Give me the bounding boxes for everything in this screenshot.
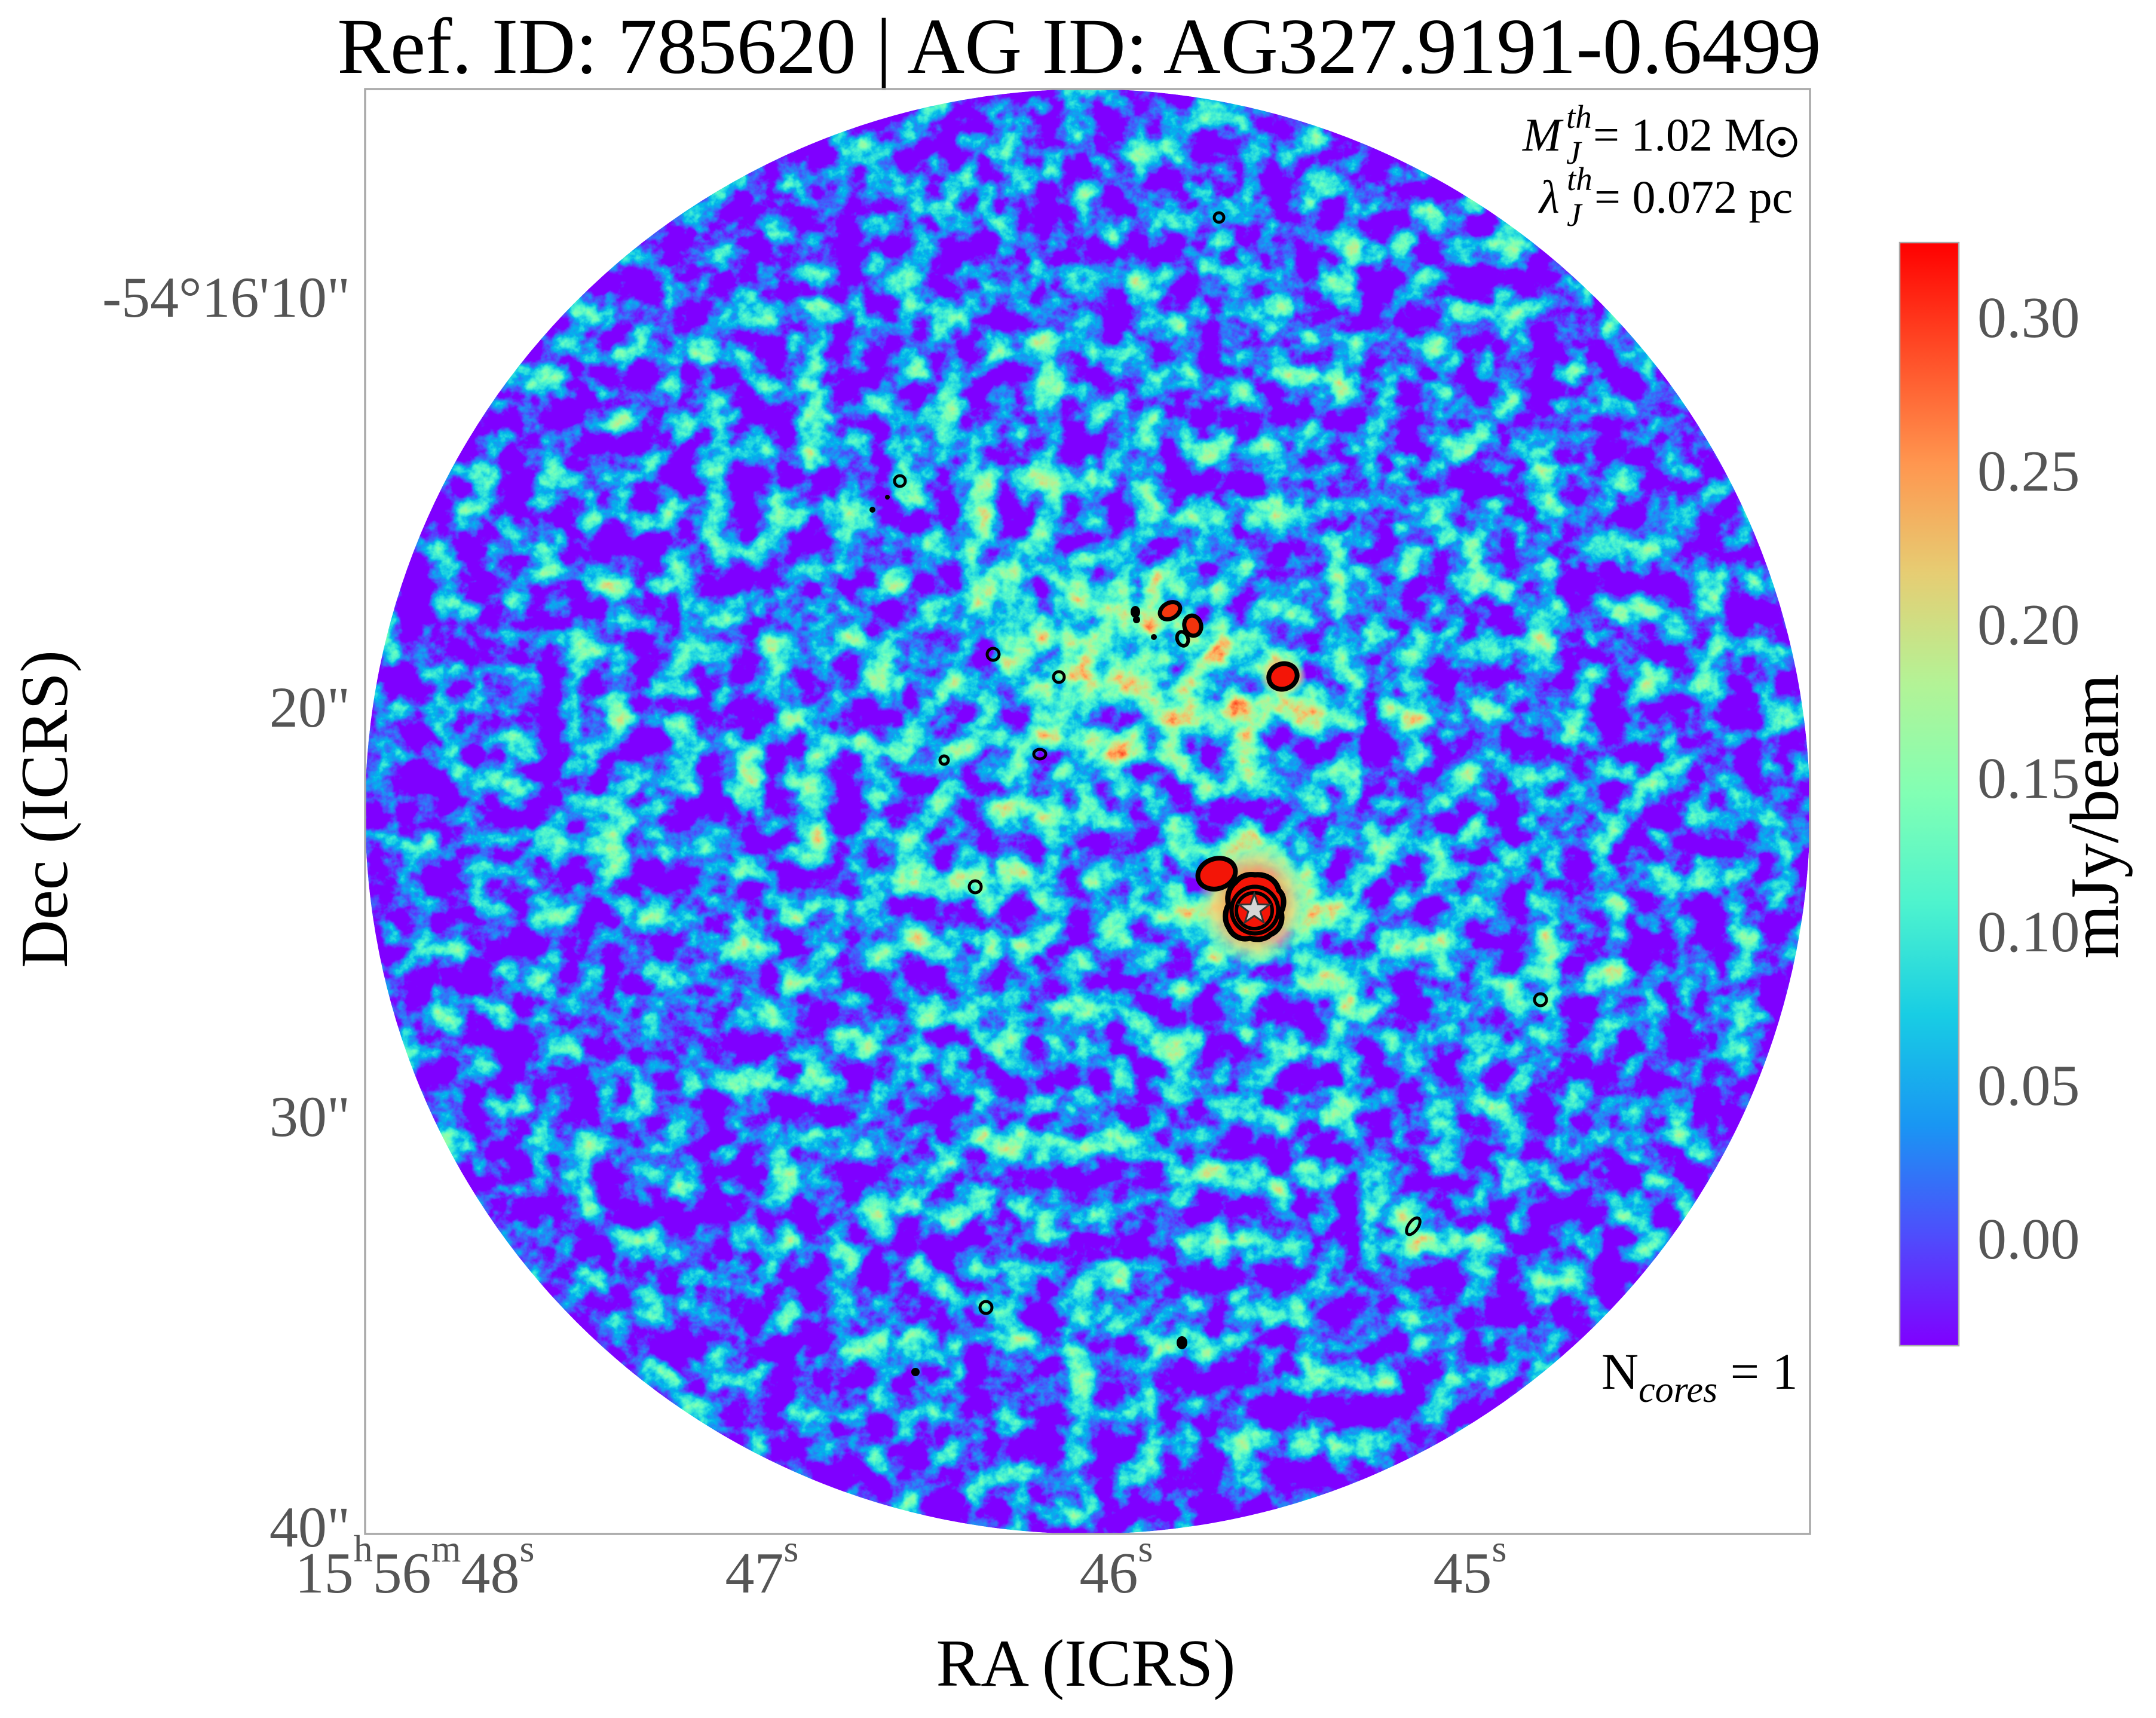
svg-text:0.25: 0.25 [1977,439,2080,504]
svg-text:30": 30" [270,1085,350,1149]
svg-text:20": 20" [270,675,350,739]
svg-text:RA (ICRS): RA (ICRS) [936,1627,1236,1701]
svg-text:40": 40" [270,1495,350,1559]
svg-text:0.10: 0.10 [1977,900,2080,964]
svg-text:Ref. ID: 785620 | AG ID: AG327: Ref. ID: 785620 | AG ID: AG327.9191-0.64… [337,2,1821,90]
svg-text:-54°16'10": -54°16'10" [102,265,350,329]
svg-text:0.30: 0.30 [1977,286,2080,350]
svg-text:0.05: 0.05 [1977,1054,2080,1118]
svg-text:0.00: 0.00 [1977,1207,2080,1272]
svg-text:Ncores = 1: Ncores = 1 [1601,1343,1798,1410]
svg-text:0.20: 0.20 [1977,593,2080,657]
svg-text:mJy/beam: mJy/beam [2057,674,2133,959]
svg-text:Dec (ICRS): Dec (ICRS) [8,650,82,968]
svg-text:0.15: 0.15 [1977,746,2080,811]
